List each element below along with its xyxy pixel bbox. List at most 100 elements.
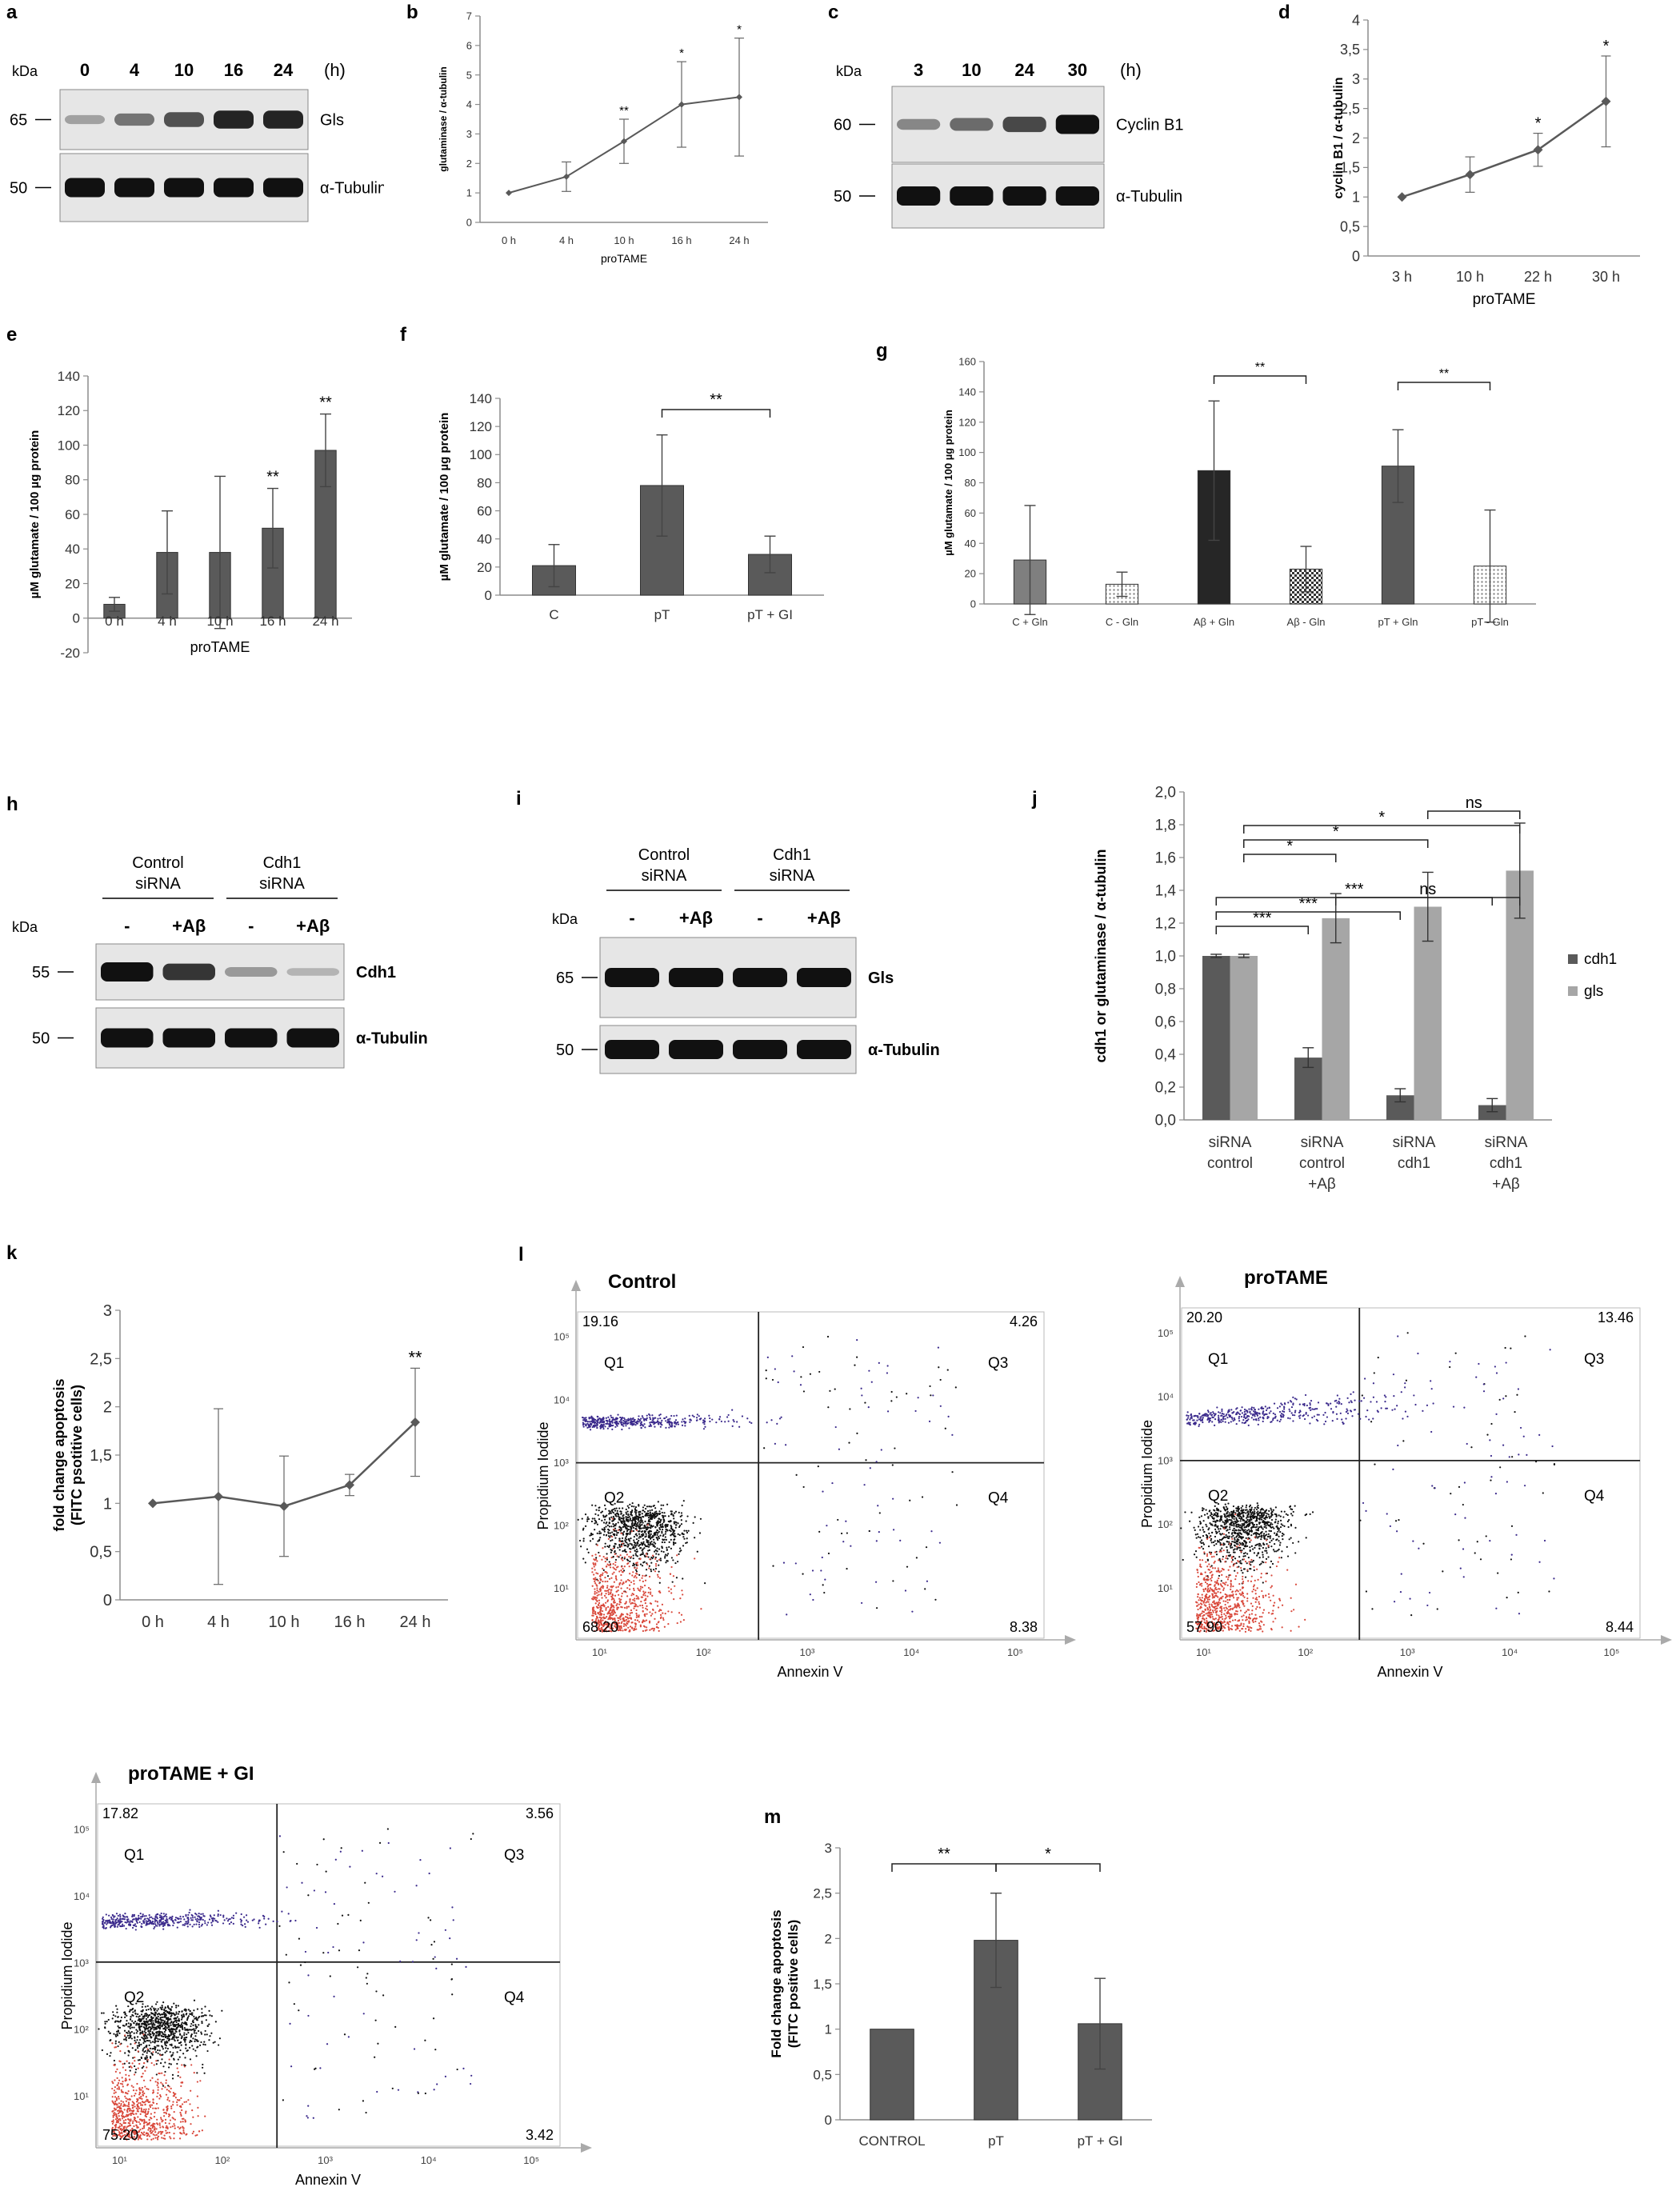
event-dot <box>670 1527 673 1529</box>
event-dot <box>658 1558 661 1561</box>
y-tick-label: 0,6 <box>1155 1014 1176 1031</box>
event-dot <box>1294 1583 1298 1585</box>
event-dot <box>1210 1605 1214 1607</box>
event-dot <box>1234 1590 1237 1593</box>
event-dot <box>598 1517 601 1521</box>
event-dot <box>630 1417 632 1421</box>
event-dot <box>1207 1626 1210 1629</box>
event-dot <box>601 1626 603 1629</box>
event-dot <box>817 1465 819 1468</box>
event-dot <box>1219 1591 1222 1593</box>
event-dot <box>657 1501 659 1503</box>
event-dot <box>1194 1550 1198 1553</box>
event-dot <box>1210 1577 1212 1580</box>
event-dot <box>1217 1567 1219 1569</box>
event-dot <box>660 1616 662 1618</box>
blot-band-label: α-Tubulin <box>1116 188 1182 206</box>
event-dot <box>622 1519 625 1521</box>
event-dot <box>641 1549 643 1552</box>
significance-mark: *** <box>1253 910 1272 927</box>
event-dot <box>661 1603 664 1605</box>
event-dot <box>1206 1629 1208 1631</box>
event-dot <box>1286 1545 1288 1548</box>
event-dot <box>1549 1349 1551 1351</box>
event-dot <box>1226 1598 1229 1601</box>
event-dot <box>622 1530 626 1533</box>
event-dot <box>1234 1531 1237 1534</box>
event-dot <box>1225 1581 1227 1584</box>
panel-label-e: e <box>6 324 18 346</box>
event-dot <box>634 1567 636 1569</box>
event-dot <box>1222 1521 1224 1523</box>
event-dot <box>162 1917 165 1920</box>
event-dot <box>1237 1602 1239 1605</box>
event-dot <box>1256 1525 1258 1528</box>
event-dot <box>1430 1380 1432 1382</box>
event-dot <box>1208 1603 1210 1605</box>
event-dot <box>1265 1547 1267 1549</box>
event-dot <box>1505 1361 1507 1364</box>
event-dot <box>610 1516 613 1518</box>
event-dot <box>1249 1617 1252 1620</box>
event-dot <box>1267 1556 1270 1558</box>
event-dot <box>1201 1617 1204 1620</box>
event-dot <box>681 1514 683 1517</box>
event-dot <box>667 1421 670 1424</box>
event-dot <box>867 1406 870 1409</box>
event-dot <box>1210 1412 1212 1414</box>
event-dot <box>146 1917 149 1920</box>
event-dot <box>591 1421 594 1424</box>
event-dot <box>118 1913 122 1916</box>
event-dot <box>1434 1487 1436 1489</box>
event-dot <box>1218 1569 1220 1572</box>
event-dot <box>648 1505 650 1508</box>
event-dot <box>629 1550 631 1553</box>
event-dot <box>1257 1504 1259 1507</box>
panel-label-h: h <box>6 794 18 815</box>
event-dot <box>1274 1550 1276 1553</box>
event-dot <box>622 1629 624 1632</box>
event-dot <box>1393 1601 1396 1603</box>
event-dot <box>189 1909 191 1911</box>
event-dot <box>1265 1594 1267 1597</box>
event-dot <box>1244 1413 1246 1415</box>
event-dot <box>1278 1535 1280 1537</box>
event-dot <box>1236 1613 1238 1616</box>
event-dot <box>1230 1510 1233 1513</box>
event-dot <box>1207 1601 1210 1603</box>
event-dot <box>591 1419 594 1421</box>
blot-band <box>950 186 994 206</box>
event-dot <box>651 1543 654 1545</box>
event-dot <box>1253 1418 1255 1421</box>
event-dot <box>1298 1403 1301 1405</box>
blot-band <box>605 1040 659 1059</box>
event-dot <box>594 1562 597 1565</box>
event-dot <box>1194 1533 1197 1536</box>
event-dot <box>1280 1415 1282 1417</box>
event-dot <box>634 1569 638 1571</box>
event-dot <box>1234 1551 1236 1553</box>
event-dot <box>1229 1522 1231 1525</box>
event-dot <box>1452 1405 1455 1408</box>
event-dot <box>1236 1598 1238 1601</box>
event-dot <box>1202 1610 1204 1613</box>
event-dot <box>1238 1606 1241 1609</box>
event-dot <box>626 1605 628 1608</box>
event-dot <box>1538 1433 1541 1436</box>
event-dot <box>1239 1546 1242 1549</box>
event-dot <box>634 1625 637 1628</box>
event-dot <box>1195 1614 1198 1617</box>
event-dot <box>612 1566 614 1569</box>
event-dot <box>611 1510 614 1513</box>
event-dot <box>659 1559 662 1561</box>
event-dot <box>1202 1508 1205 1510</box>
event-dot <box>1250 1518 1253 1521</box>
event-dot <box>1234 1541 1237 1544</box>
y-tick-label: 2,5 <box>90 1350 112 1368</box>
event-dot <box>629 1598 631 1601</box>
event-dot <box>1238 1539 1240 1541</box>
event-dot <box>1315 1418 1318 1421</box>
event-dot <box>213 1914 215 1917</box>
event-dot <box>643 1625 646 1628</box>
bar-cdh1 <box>1202 956 1230 1120</box>
